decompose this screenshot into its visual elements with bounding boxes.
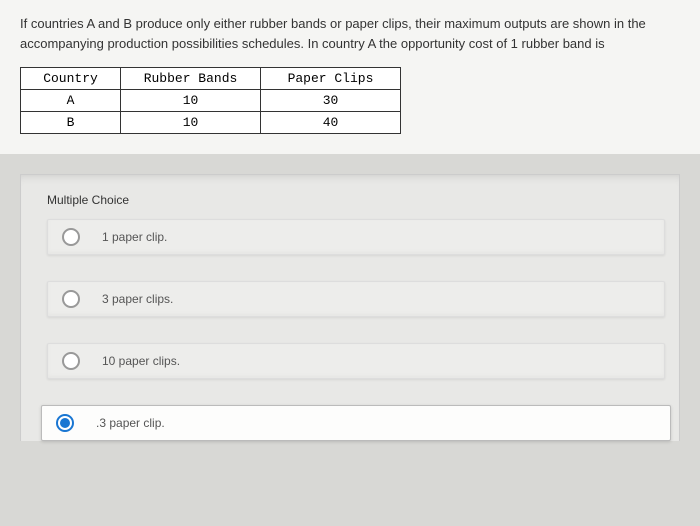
production-table: Country Rubber Bands Paper Clips A 10 30… (20, 67, 401, 134)
radio-icon (62, 290, 80, 308)
question-text: If countries A and B produce only either… (20, 14, 680, 53)
cell-paper: 30 (261, 90, 401, 112)
multiple-choice-label: Multiple Choice (21, 185, 679, 219)
option-3[interactable]: 10 paper clips. (47, 343, 665, 379)
table-row: B 10 40 (21, 112, 401, 134)
options-list: 1 paper clip. 3 paper clips. 10 paper cl… (21, 219, 679, 441)
answer-area: Multiple Choice 1 paper clip. 3 paper cl… (20, 174, 680, 441)
option-label: 1 paper clip. (102, 230, 167, 244)
option-label: .3 paper clip. (96, 416, 165, 430)
option-2[interactable]: 3 paper clips. (47, 281, 665, 317)
header-rubber: Rubber Bands (121, 68, 261, 90)
radio-icon (62, 228, 80, 246)
cell-paper: 40 (261, 112, 401, 134)
table-header-row: Country Rubber Bands Paper Clips (21, 68, 401, 90)
option-label: 10 paper clips. (102, 354, 180, 368)
option-1[interactable]: 1 paper clip. (47, 219, 665, 255)
question-area: If countries A and B produce only either… (0, 0, 700, 154)
option-label: 3 paper clips. (102, 292, 173, 306)
header-paper: Paper Clips (261, 68, 401, 90)
cell-rubber: 10 (121, 112, 261, 134)
cell-rubber: 10 (121, 90, 261, 112)
cell-country: B (21, 112, 121, 134)
table-row: A 10 30 (21, 90, 401, 112)
header-country: Country (21, 68, 121, 90)
option-4[interactable]: .3 paper clip. (41, 405, 671, 441)
radio-icon (56, 414, 74, 432)
radio-icon (62, 352, 80, 370)
cell-country: A (21, 90, 121, 112)
